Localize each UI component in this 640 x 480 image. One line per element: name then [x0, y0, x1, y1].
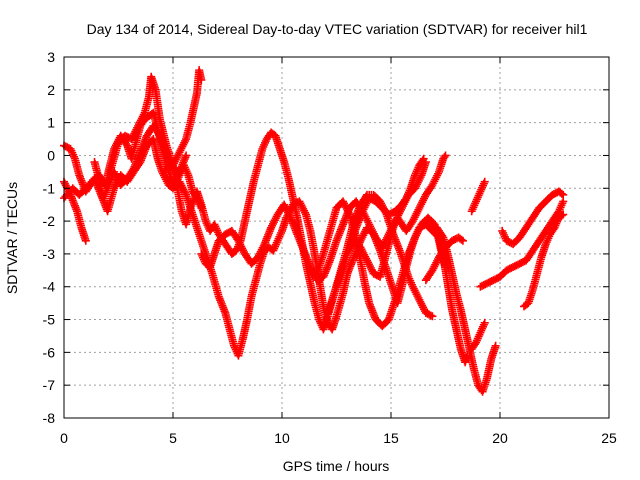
y-tick-label: -6 — [43, 344, 56, 360]
series-track-10 — [419, 220, 500, 396]
y-tick-label: -7 — [43, 377, 56, 393]
x-tick-labels: 0 5 10 15 20 25 — [60, 430, 617, 446]
y-axis-label: SDTVAR / TECUs — [4, 182, 20, 294]
data-point — [491, 341, 500, 350]
data-point — [182, 151, 191, 160]
y-tick-label: -5 — [43, 312, 56, 328]
x-tick-label: 20 — [492, 430, 508, 446]
y-tick-label: 3 — [47, 49, 55, 65]
y-tick-label: 1 — [47, 115, 55, 131]
y-tick-label: -2 — [43, 213, 56, 229]
data-point — [428, 312, 437, 321]
data-point — [559, 197, 568, 206]
y-tick-label: -3 — [43, 246, 56, 262]
series-track-13 — [467, 177, 489, 216]
data-point — [559, 190, 568, 199]
data-points — [60, 66, 568, 396]
series-track-17 — [90, 121, 191, 203]
x-axis-label: GPS time / hours — [283, 458, 390, 474]
axis-ticks — [63, 56, 610, 419]
x-tick-label: 10 — [274, 430, 290, 446]
x-tick-label: 5 — [169, 430, 177, 446]
series-track-8 — [323, 151, 450, 317]
x-tick-label: 25 — [601, 430, 617, 446]
data-point — [419, 154, 428, 163]
y-tick-label: 0 — [47, 147, 55, 163]
series-track-9 — [345, 154, 428, 252]
data-point — [197, 75, 206, 84]
y-tick-label: -1 — [43, 180, 56, 196]
x-tick-label: 0 — [60, 430, 68, 446]
plot-frame — [63, 56, 610, 419]
data-point — [458, 236, 467, 245]
y-tick-label: -8 — [43, 410, 56, 426]
data-point — [81, 236, 90, 245]
y-tick-label: -4 — [43, 279, 56, 295]
x-tick-label: 15 — [383, 430, 399, 446]
y-tick-label: 2 — [47, 82, 55, 98]
series-track-16 — [519, 210, 568, 311]
data-point — [480, 318, 489, 327]
series-track-14 — [476, 197, 568, 291]
series-track-15 — [498, 187, 568, 249]
chart-title: Day 134 of 2014, Sidereal Day-to-day VTE… — [87, 21, 588, 37]
series-track-12 — [467, 318, 489, 354]
series-track-11 — [421, 233, 467, 285]
data-point — [441, 151, 450, 160]
data-point — [480, 177, 489, 186]
data-point — [559, 210, 568, 219]
y-tick-labels: -8 -7 -6 -5 -4 -3 -2 -1 0 1 2 3 — [43, 49, 56, 426]
